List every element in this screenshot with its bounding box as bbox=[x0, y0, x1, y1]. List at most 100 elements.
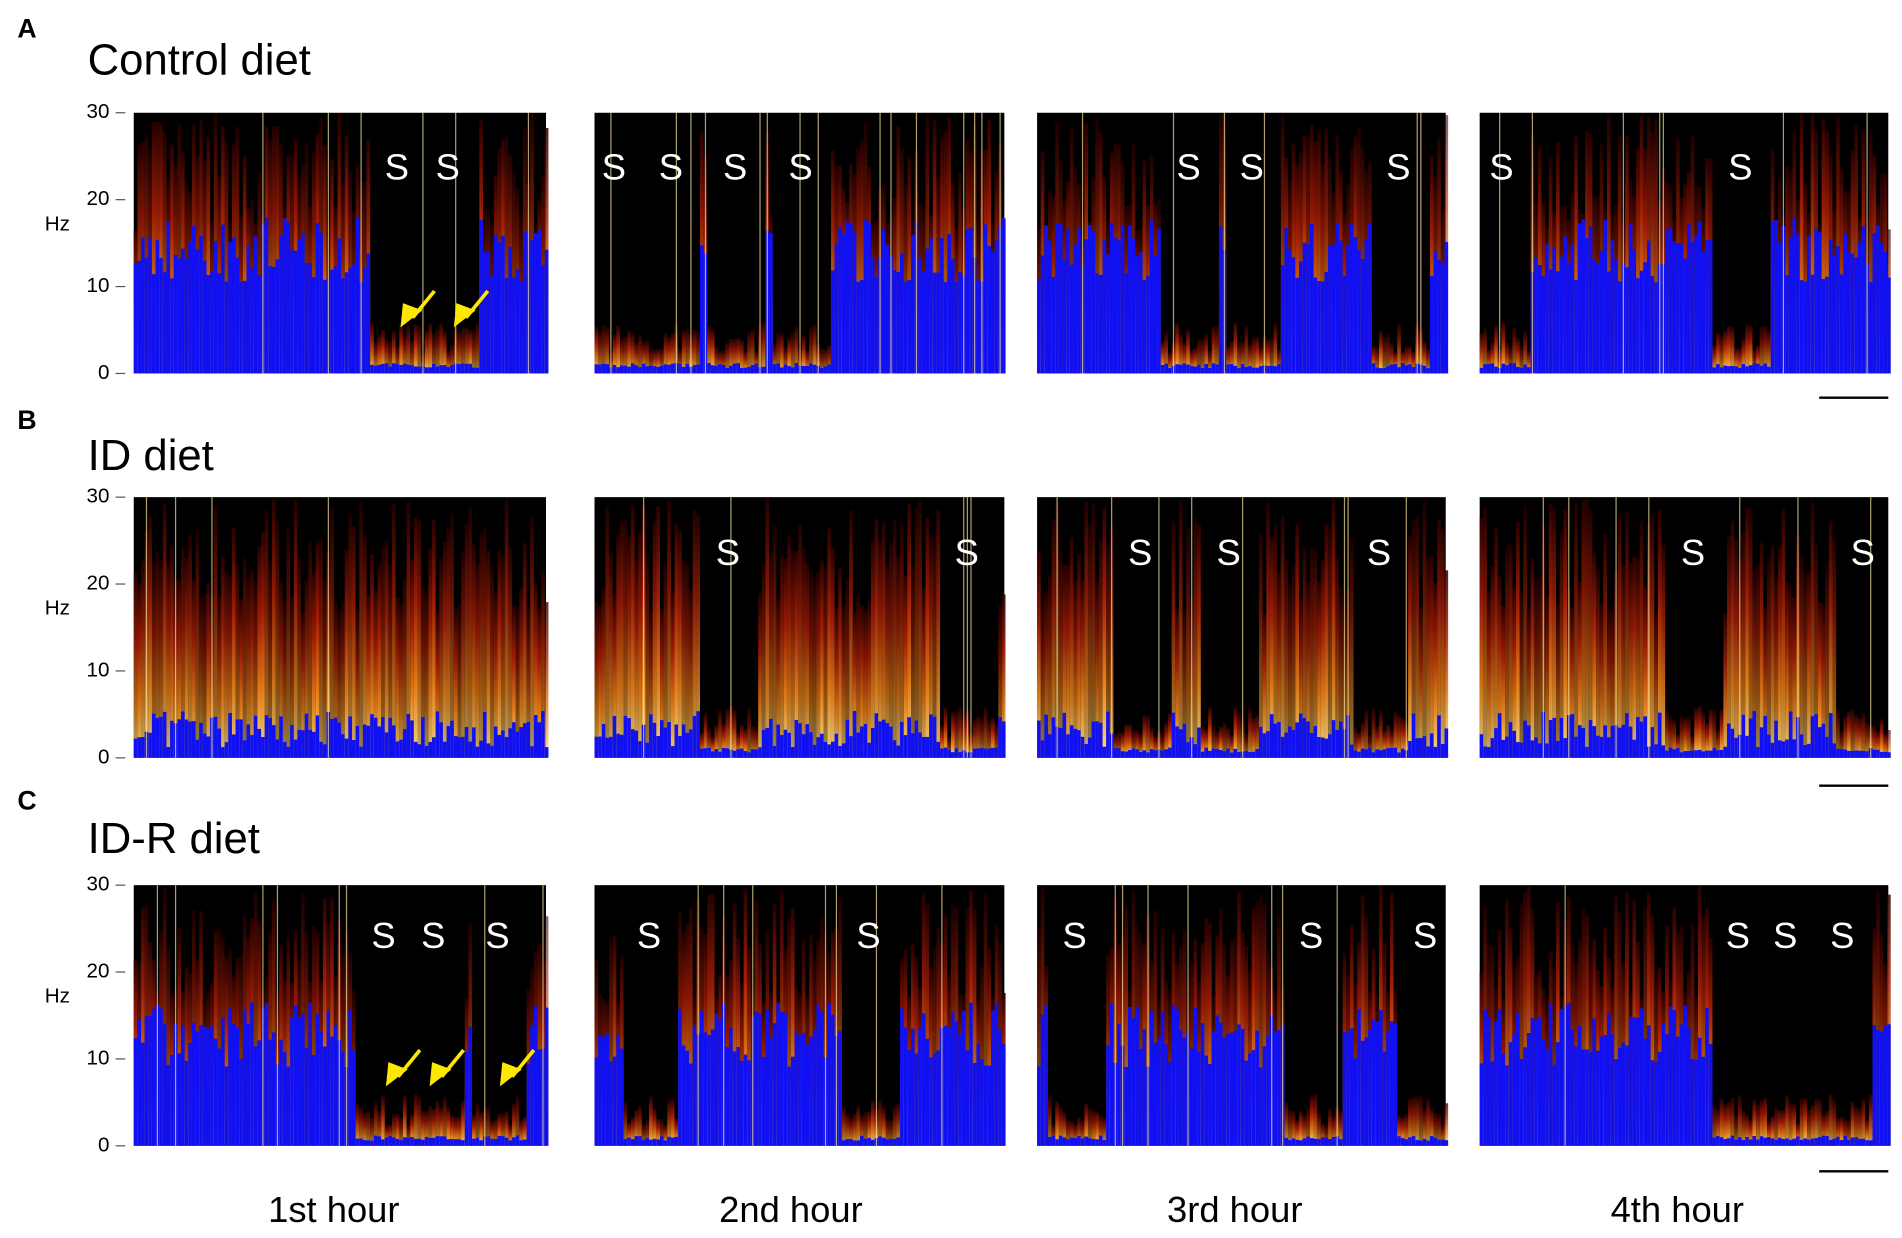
spectrogram-spike bbox=[941, 885, 943, 1146]
spectrogram-low-band bbox=[446, 367, 451, 374]
arrow-head bbox=[499, 1062, 522, 1087]
spectrogram-power bbox=[1679, 716, 1684, 758]
spectrogram-low-band bbox=[1628, 223, 1633, 374]
spectrogram-low-band bbox=[1497, 713, 1502, 758]
spectrogram-power bbox=[413, 324, 418, 374]
spectrogram-power bbox=[1389, 343, 1394, 374]
spectrogram-low-band bbox=[1288, 1140, 1292, 1146]
spectrogram-low-band bbox=[253, 715, 258, 758]
spectrogram-low-band bbox=[1277, 1030, 1281, 1146]
spectrogram-power bbox=[417, 520, 422, 758]
spectrogram-power bbox=[605, 327, 610, 374]
spectrogram-power bbox=[1298, 1110, 1303, 1146]
spectrogram-low-band bbox=[366, 725, 371, 758]
spectrogram-low-band bbox=[355, 217, 360, 374]
spectrogram-power bbox=[1368, 734, 1372, 758]
spectrogram-power bbox=[627, 536, 631, 758]
spectrogram-power bbox=[743, 888, 748, 1146]
spectrogram-low-band bbox=[692, 715, 697, 758]
spectrogram-low-band bbox=[1625, 713, 1629, 758]
spectrogram-low-band bbox=[929, 1057, 933, 1146]
spectrogram-low-band bbox=[1854, 257, 1858, 374]
spectrogram-low-band bbox=[162, 272, 167, 374]
spectrogram-low-band bbox=[1577, 1025, 1582, 1146]
spectrogram-power bbox=[809, 572, 813, 758]
spectrogram-power bbox=[199, 596, 203, 758]
spectrogram-power bbox=[1857, 1108, 1862, 1146]
spectrogram-power bbox=[450, 512, 454, 758]
spectrogram-low-band bbox=[1433, 1137, 1438, 1146]
spectrogram-low-band bbox=[348, 1009, 353, 1146]
spectrogram-power bbox=[681, 932, 686, 1146]
spectrogram-low-band bbox=[1393, 1023, 1398, 1146]
spectrogram-power bbox=[461, 327, 465, 374]
spectrogram-power bbox=[1723, 330, 1728, 374]
spectrogram-power bbox=[652, 349, 657, 374]
spectrogram-low-band bbox=[421, 1139, 425, 1146]
spectrogram-low-band bbox=[1419, 1140, 1423, 1146]
spectrogram-power bbox=[282, 601, 287, 758]
spectrogram-power bbox=[1320, 1123, 1325, 1146]
spectrogram-low-band bbox=[493, 726, 498, 758]
spectrogram-power bbox=[1120, 732, 1125, 758]
spectrogram-low-band bbox=[1255, 749, 1259, 758]
spectrogram-low-band bbox=[1828, 712, 1833, 758]
spectrogram-low-band bbox=[181, 711, 185, 758]
spectrogram-low-band bbox=[1821, 1135, 1826, 1146]
spectrogram-power bbox=[667, 1099, 671, 1146]
spectrogram-low-band bbox=[798, 723, 802, 758]
spectrogram-low-band bbox=[482, 251, 487, 374]
spectrogram-low-band bbox=[958, 272, 962, 374]
spectrogram-power bbox=[1077, 1117, 1081, 1146]
spectrogram-spike bbox=[1263, 112, 1266, 374]
spectrogram-power bbox=[1426, 348, 1430, 374]
spectrogram-power bbox=[1215, 731, 1219, 758]
spectrogram-power bbox=[710, 893, 715, 1146]
spectrogram-low-band bbox=[1825, 276, 1829, 374]
spectrogram-spike bbox=[981, 112, 983, 374]
spectrogram-power bbox=[475, 563, 480, 758]
spectrogram-low-band bbox=[439, 1136, 443, 1146]
spectrogram-low-band bbox=[1814, 1138, 1818, 1146]
spectrogram-low-band bbox=[148, 732, 152, 758]
spectrogram-low-band bbox=[1328, 245, 1332, 374]
spectrogram-power bbox=[1364, 709, 1369, 758]
spectrogram-low-band bbox=[1066, 228, 1070, 374]
spectrogram-power bbox=[834, 607, 839, 758]
spectrogram-spike bbox=[327, 112, 329, 374]
spectrogram-low-band bbox=[468, 363, 473, 374]
spectrogram-low-band bbox=[1091, 721, 1096, 758]
spectrogram-power bbox=[519, 1120, 523, 1146]
spectrogram-power bbox=[293, 499, 298, 758]
spectrogram-low-band bbox=[1291, 257, 1296, 374]
spectrogram-low-band bbox=[980, 747, 984, 758]
spectrogram-low-band bbox=[1339, 721, 1343, 758]
spectrogram-power bbox=[1433, 582, 1438, 758]
spectrogram-power bbox=[424, 590, 429, 758]
spectrogram-low-band bbox=[1335, 729, 1340, 758]
spectrogram-power bbox=[1051, 1123, 1056, 1146]
spectrogram-low-band bbox=[1400, 363, 1405, 374]
spectrogram-low-band bbox=[1868, 1140, 1873, 1146]
spectrogram-low-band bbox=[605, 737, 610, 758]
spectrogram-low-band bbox=[710, 1029, 715, 1146]
spectrogram-power bbox=[1843, 716, 1848, 758]
spectrogram-low-band bbox=[279, 1039, 283, 1146]
spectrogram-power bbox=[1175, 608, 1179, 758]
spectrogram-low-band bbox=[1512, 730, 1517, 758]
spectrogram-low-band bbox=[1730, 365, 1735, 374]
spectrogram-power bbox=[1654, 613, 1658, 758]
spectrogram-power bbox=[707, 325, 711, 374]
spectrogram-low-band bbox=[700, 245, 704, 374]
spectrogram-low-band bbox=[515, 1135, 520, 1146]
spectrogram-low-band bbox=[612, 364, 617, 374]
spectrogram-low-band bbox=[235, 1027, 240, 1146]
spectrogram-power bbox=[413, 517, 418, 758]
spectrogram-spike bbox=[1420, 112, 1422, 374]
spectrogram-power bbox=[1701, 915, 1706, 1146]
spectrogram-low-band bbox=[173, 254, 178, 374]
spectrogram-low-band bbox=[918, 732, 922, 758]
spectrogram-power bbox=[830, 150, 835, 374]
spectrogram-spike bbox=[1659, 112, 1661, 374]
spectrogram-power bbox=[689, 588, 693, 758]
